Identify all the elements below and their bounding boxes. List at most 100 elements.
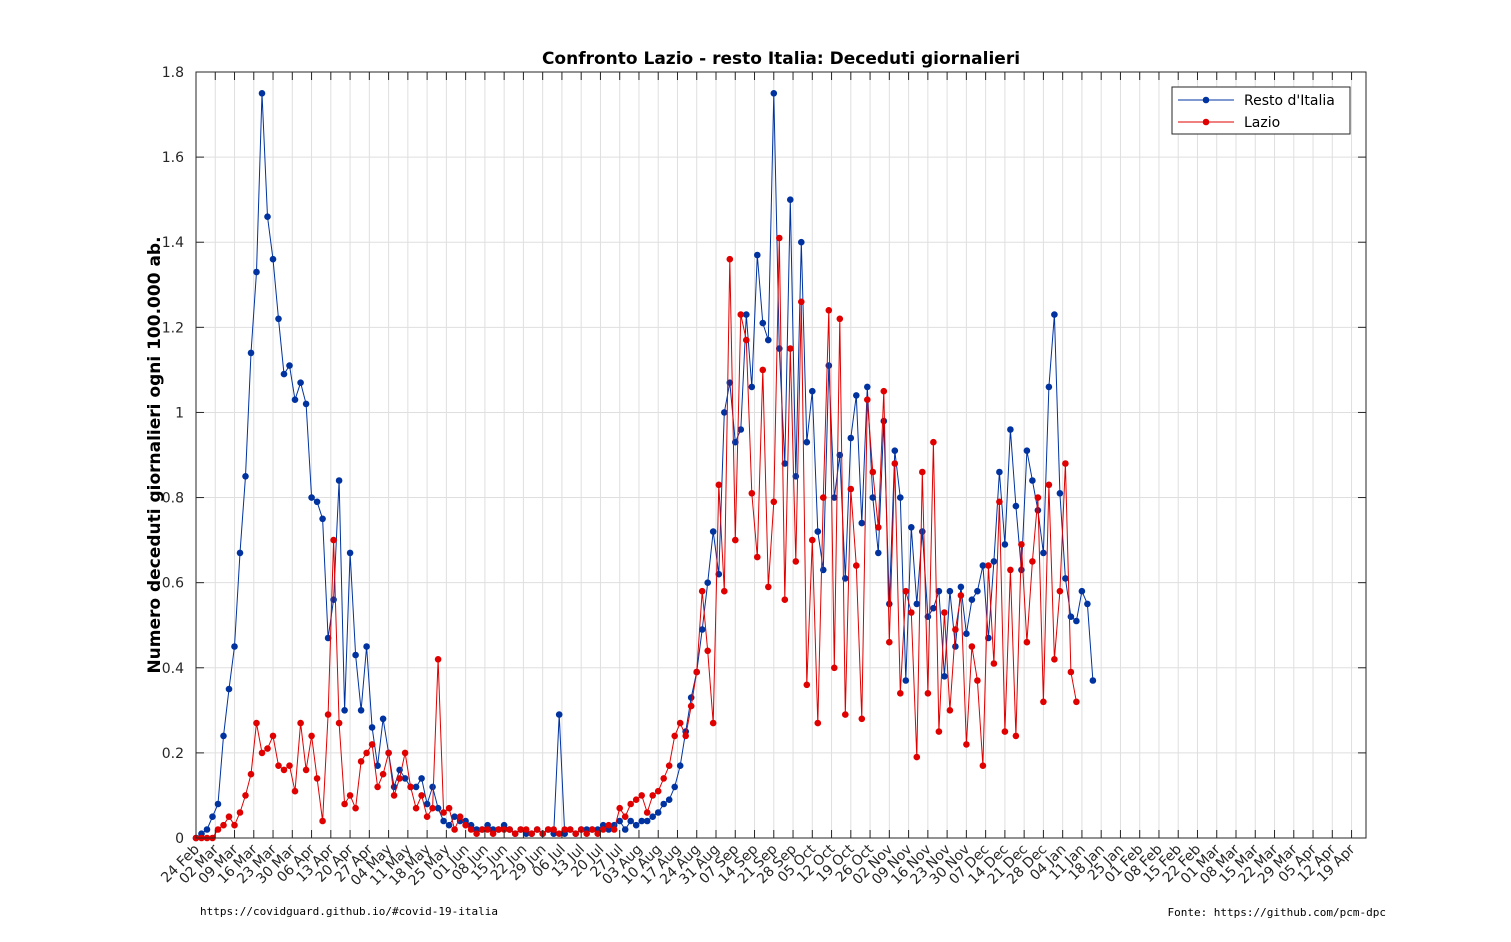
data-point — [721, 409, 728, 416]
data-point — [253, 268, 260, 276]
data-point — [654, 809, 662, 816]
data-point — [324, 711, 332, 718]
data-point — [379, 715, 387, 723]
data-point — [401, 749, 409, 757]
y-tick-label: 0.6 — [162, 576, 184, 592]
data-point — [588, 826, 596, 833]
data-point — [935, 587, 943, 595]
data-point — [836, 315, 844, 323]
data-point — [247, 349, 255, 357]
data-point — [704, 647, 711, 655]
data-point — [456, 813, 464, 820]
data-point — [583, 830, 590, 837]
data-point — [368, 741, 376, 748]
data-point — [831, 494, 838, 501]
data-point — [913, 753, 921, 761]
data-point — [286, 362, 293, 369]
data-point — [1056, 490, 1064, 497]
data-point — [445, 804, 453, 812]
data-point — [385, 749, 392, 757]
data-point — [396, 775, 403, 782]
data-point — [352, 651, 359, 659]
data-point — [919, 528, 926, 535]
footer-data-source: Fonte: https://github.com/pcm-dpc — [1167, 906, 1386, 919]
data-point — [974, 677, 981, 684]
data-point — [990, 660, 998, 667]
data-point — [875, 524, 882, 531]
data-point — [1023, 638, 1031, 646]
plot-border — [195, 71, 1367, 839]
data-point — [638, 792, 645, 799]
data-point — [660, 775, 667, 782]
data-point — [665, 796, 673, 803]
data-point — [632, 796, 640, 803]
data-point — [792, 558, 800, 565]
data-point — [770, 498, 778, 506]
data-point — [1078, 587, 1086, 595]
data-point — [853, 392, 860, 399]
data-point — [908, 609, 915, 616]
data-point — [1056, 587, 1064, 595]
y-tick-label: 0.2 — [162, 746, 184, 762]
data-point — [264, 213, 271, 220]
data-point — [709, 528, 717, 535]
data-point — [798, 238, 805, 246]
data-point — [544, 826, 552, 833]
data-point — [275, 315, 282, 323]
data-point — [566, 826, 574, 833]
data-point — [484, 826, 491, 833]
legend-label: Resto d'Italia — [1244, 93, 1335, 109]
data-point — [919, 468, 926, 476]
data-point — [621, 826, 629, 833]
data-point — [467, 826, 475, 833]
data-point — [423, 813, 431, 820]
data-point — [368, 724, 376, 731]
data-point — [258, 90, 266, 97]
data-point — [302, 766, 310, 774]
data-point — [924, 690, 932, 697]
data-point — [1029, 558, 1036, 565]
data-point — [902, 677, 910, 684]
data-point — [632, 821, 640, 829]
data-point — [996, 468, 1003, 476]
data-point — [308, 732, 315, 740]
data-point — [963, 630, 970, 637]
data-point — [434, 804, 442, 812]
data-point — [335, 477, 343, 484]
data-point — [754, 251, 761, 259]
data-point — [649, 792, 656, 799]
data-point — [704, 579, 711, 586]
data-point — [379, 770, 387, 778]
data-point — [638, 817, 645, 825]
data-point — [654, 787, 662, 795]
data-point — [297, 719, 304, 727]
data-point — [776, 234, 783, 242]
data-point — [864, 396, 871, 404]
data-point — [1001, 541, 1009, 548]
data-point — [610, 826, 618, 833]
data-point — [1073, 617, 1080, 625]
data-point — [390, 792, 398, 799]
data-point — [743, 336, 750, 344]
data-point — [319, 817, 326, 825]
data-point — [506, 826, 513, 833]
data-point — [1051, 311, 1058, 318]
data-point — [1073, 698, 1080, 706]
data-point — [495, 826, 502, 833]
plot-area — [196, 72, 1366, 838]
data-point — [599, 826, 607, 833]
data-point — [346, 792, 354, 799]
data-point — [253, 719, 260, 727]
data-point — [660, 800, 667, 808]
data-point — [897, 690, 904, 697]
y-tick-label: 1.4 — [162, 235, 184, 251]
data-point — [1023, 447, 1031, 455]
data-point — [572, 830, 579, 837]
data-point — [842, 711, 849, 718]
footer-source-link[interactable]: https://covidguard.github.io/#covid-19-i… — [200, 905, 499, 918]
data-point — [236, 809, 244, 816]
data-point — [533, 826, 541, 833]
data-point — [770, 90, 778, 97]
data-point — [1067, 613, 1075, 620]
data-point — [902, 587, 910, 595]
